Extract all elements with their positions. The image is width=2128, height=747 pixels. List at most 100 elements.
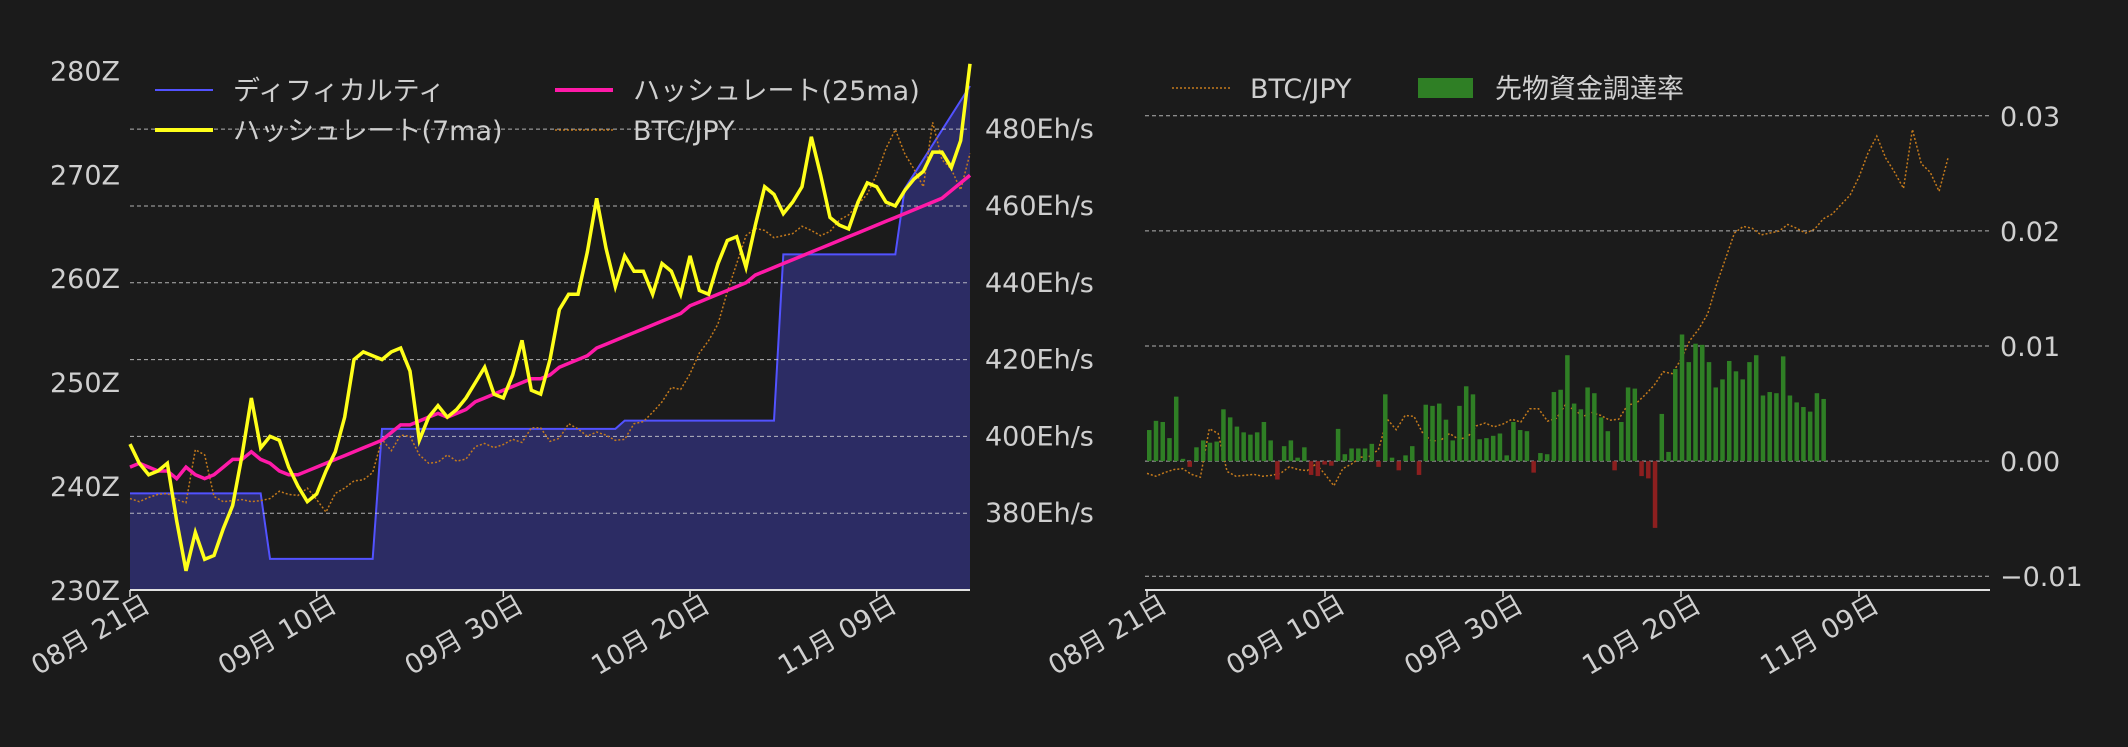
funding-bar xyxy=(1160,421,1165,462)
funding-bar xyxy=(1726,360,1732,462)
funding-bar xyxy=(1443,419,1449,462)
left-right-tick-label: 460Eh/s xyxy=(985,191,1094,222)
funding-bar xyxy=(1706,362,1712,462)
funding-bar xyxy=(1538,453,1543,462)
legend-label: BTC/JPY xyxy=(1250,74,1352,105)
funding-bar xyxy=(1679,334,1685,462)
funding-bar xyxy=(1578,409,1584,462)
left-x-tick-label: 09月 10日 xyxy=(213,589,342,681)
funding-bar xyxy=(1767,392,1772,462)
funding-bar xyxy=(1814,393,1820,462)
left-right-tick-label: 420Eh/s xyxy=(985,345,1094,376)
funding-bar xyxy=(1497,433,1503,462)
funding-bar xyxy=(1430,405,1435,462)
funding-bar xyxy=(1403,455,1408,462)
funding-bar xyxy=(1261,421,1267,462)
left-x-tick-label: 09月 30日 xyxy=(400,589,529,681)
funding-bar xyxy=(1821,398,1826,462)
funding-bar xyxy=(1544,454,1550,462)
hashrate-7ma-line xyxy=(128,63,972,572)
funding-bar xyxy=(1524,431,1530,462)
left-y-tick-label: 280Z xyxy=(50,56,120,87)
funding-bar xyxy=(1335,428,1341,462)
legend-label: ハッシュレート(25ma) xyxy=(633,76,920,107)
funding-bar xyxy=(1436,403,1442,462)
funding-bar xyxy=(1551,392,1557,462)
legend-label: ディフィカルティ xyxy=(233,76,445,107)
funding-bar xyxy=(1302,447,1307,462)
legend-label: BTC/JPY xyxy=(633,116,735,147)
left-right-tick-label: 400Eh/s xyxy=(985,421,1094,452)
funding-bar xyxy=(1585,387,1590,462)
difficulty-line xyxy=(130,85,971,560)
funding-bar xyxy=(1807,411,1813,462)
funding-bar xyxy=(1504,455,1509,462)
funding-bar xyxy=(1517,430,1523,462)
left-right-tick-label: 440Eh/s xyxy=(985,268,1094,299)
funding-bar xyxy=(1227,417,1233,462)
funding-bar xyxy=(1389,457,1395,462)
funding-bar xyxy=(1376,461,1381,467)
funding-bar xyxy=(1753,355,1759,462)
funding-bar xyxy=(1342,454,1348,462)
right-y-tick-label: 0.00 xyxy=(2000,447,2060,478)
funding-bar xyxy=(1686,362,1692,462)
hashrate-25ma-line xyxy=(129,173,972,482)
funding-bar xyxy=(1281,446,1287,462)
legend-label: 先物資金調達率 xyxy=(1495,74,1684,105)
left-x-tick-label: 10月 20日 xyxy=(586,589,715,681)
right-x-tick-label: 09月 30日 xyxy=(1399,589,1528,681)
funding-bar xyxy=(1383,394,1388,462)
left-chart: 380Eh/s 400Eh/s 420Eh/s 440Eh/s 460Eh/s 480Eh… xyxy=(26,56,1094,681)
funding-bar xyxy=(1410,446,1415,462)
left-x-tick-label: 11月 09日 xyxy=(773,589,902,681)
funding-bar xyxy=(1713,387,1718,462)
funding-bar xyxy=(1760,395,1766,462)
legend-swatch xyxy=(1418,78,1473,98)
right-x-tick-label: 09月 10日 xyxy=(1221,589,1350,681)
funding-bar xyxy=(1254,432,1260,462)
funding-bar xyxy=(1423,404,1429,462)
funding-bar xyxy=(1396,461,1402,471)
funding-bar xyxy=(1673,369,1678,462)
funding-bar xyxy=(1322,461,1327,465)
right-x-tick-label: 10月 20日 xyxy=(1577,589,1706,681)
funding-bar xyxy=(1571,403,1577,462)
funding-bar xyxy=(1234,426,1240,462)
funding-bar xyxy=(1457,405,1462,462)
funding-bar xyxy=(1275,461,1280,480)
funding-bar xyxy=(1463,386,1469,462)
right-y-tick-label: −0.01 xyxy=(2000,562,2083,593)
funding-bar xyxy=(1187,461,1192,467)
left-y-tick-label: 250Z xyxy=(50,368,120,399)
funding-bar xyxy=(1153,420,1159,462)
right-x-tick-label: 11月 09日 xyxy=(1755,589,1884,681)
funding-bar xyxy=(1356,448,1361,462)
funding-bar xyxy=(1207,442,1213,462)
funding-bar xyxy=(1490,435,1496,462)
funding-bar xyxy=(1558,389,1563,462)
funding-bar xyxy=(1720,379,1725,462)
left-y-tick-label: 230Z xyxy=(50,576,120,607)
funding-bar xyxy=(1787,395,1793,462)
funding-bar xyxy=(1774,393,1779,462)
funding-bar xyxy=(1241,432,1246,462)
funding-bar xyxy=(1470,394,1476,462)
left-y-tick-label: 270Z xyxy=(50,160,120,191)
funding-bar xyxy=(1646,461,1651,479)
right-y-tick-label: 0.02 xyxy=(2000,217,2060,248)
funding-bar xyxy=(1221,409,1226,462)
right-y-tick-label: 0.03 xyxy=(2000,102,2060,133)
right-x-tick-label: 08月 21日 xyxy=(1043,589,1172,681)
funding-bar xyxy=(1511,421,1516,462)
left-right-tick-label: 480Eh/s xyxy=(985,114,1094,145)
funding-bar xyxy=(1632,388,1638,462)
funding-bar xyxy=(1268,440,1273,462)
funding-bar xyxy=(1605,431,1611,462)
btc-jpy-line-right xyxy=(1146,129,1949,488)
funding-bar xyxy=(1484,438,1489,462)
funding-bar xyxy=(1733,371,1739,462)
